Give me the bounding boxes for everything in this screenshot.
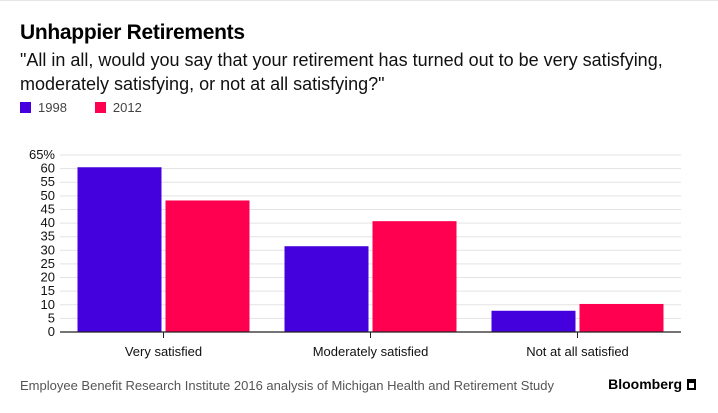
y-tick-label: 55 xyxy=(41,174,55,189)
top-rule xyxy=(0,0,718,1)
y-tick-label: 15 xyxy=(41,283,55,298)
y-tick-label: 5 xyxy=(48,310,55,325)
chart-subtitle: "All in all, would you say that your ret… xyxy=(20,50,663,94)
bar-2012 xyxy=(372,221,457,332)
y-tick-label: 10 xyxy=(41,297,55,312)
legend: 1998 2012 xyxy=(20,100,170,115)
y-tick-label: 50 xyxy=(41,188,55,203)
y-tick-label: 25 xyxy=(41,256,55,271)
y-tick-label: 0 xyxy=(48,324,55,339)
y-tick-label: 40 xyxy=(41,215,55,230)
x-tick-label: Very satisfied xyxy=(125,344,202,359)
legend-swatch-2012 xyxy=(94,102,106,113)
brand-icon xyxy=(687,378,696,390)
y-tick-label: 20 xyxy=(41,270,55,285)
bar-1998 xyxy=(284,246,369,332)
y-tick-label: 30 xyxy=(41,242,55,257)
y-tick-label: 60 xyxy=(41,161,55,176)
legend-label-2012: 2012 xyxy=(112,100,142,115)
legend-item-2012: 2012 xyxy=(94,100,142,115)
chart-title: Unhappier Retirements xyxy=(20,21,245,44)
y-tick-label: 45 xyxy=(41,201,55,216)
bar-1998 xyxy=(77,167,162,332)
brand-logo: Bloomberg xyxy=(608,376,696,392)
bar-1998 xyxy=(491,310,576,332)
x-tick-label: Moderately satisfied xyxy=(313,344,429,359)
x-tick-label: Not at all satisfied xyxy=(526,344,629,359)
brand-name: Bloomberg xyxy=(608,376,682,392)
legend-swatch-1998 xyxy=(20,102,31,113)
source-note: Employee Benefit Research Institute 2016… xyxy=(20,378,555,393)
y-tick-label: 65% xyxy=(29,147,55,162)
legend-label-1998: 1998 xyxy=(38,100,67,115)
y-tick-label: 35 xyxy=(41,229,55,244)
legend-item-1998: 1998 xyxy=(20,100,67,115)
bar-2012 xyxy=(579,303,664,332)
bar-2012 xyxy=(165,200,250,332)
